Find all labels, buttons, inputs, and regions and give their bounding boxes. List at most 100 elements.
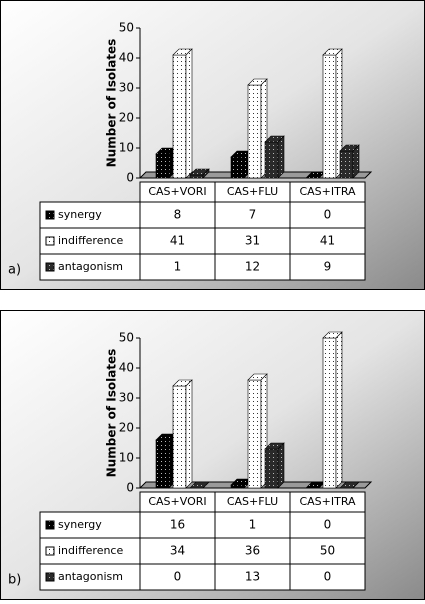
table-cell (289, 537, 366, 565)
bar-side (277, 442, 285, 489)
legend-cell (39, 227, 141, 255)
bar-front (155, 153, 170, 179)
bar (322, 48, 343, 179)
legend-cell (39, 537, 141, 565)
table-value: 0 (174, 570, 182, 584)
bar (247, 373, 268, 489)
legend-label: synergy (58, 518, 102, 531)
table-cell (139, 537, 216, 565)
table-cell (289, 253, 366, 281)
bar-front (172, 54, 187, 179)
bar-front (322, 54, 337, 179)
bar-front (155, 439, 170, 489)
bar (155, 147, 176, 179)
table-value: 0 (324, 208, 332, 222)
x-tick-label: CAS+VORI (148, 185, 206, 198)
bar-front (189, 174, 204, 179)
panel-label: b) (8, 573, 21, 588)
legend-cell (39, 201, 141, 229)
bar-front (264, 141, 279, 179)
legend-label: antagonism (58, 260, 123, 273)
bar (155, 433, 176, 489)
x-tick-label: CAS+ITRA (299, 495, 356, 508)
legend-cell (39, 563, 141, 591)
panel-label: a) (8, 263, 21, 278)
y-tick-label: 50 (119, 21, 134, 35)
x-tick-label: CAS+FLU (227, 495, 278, 508)
table-cell (289, 201, 366, 229)
table-value: 36 (245, 544, 260, 558)
bar-front (247, 84, 262, 179)
y-tick-label: 30 (119, 391, 134, 405)
table-cell (289, 563, 366, 591)
legend-swatch (45, 210, 55, 220)
bar (189, 481, 210, 489)
x-tick-label: CAS+ITRA (299, 185, 356, 198)
table-cell (214, 253, 291, 281)
bar-side (352, 481, 360, 489)
x-tick-label: CAS+VORI (148, 495, 206, 508)
table-cell (289, 227, 366, 255)
table-value: 1 (249, 518, 257, 532)
bar (189, 168, 210, 179)
table-value: 1 (174, 260, 182, 274)
bar (322, 331, 343, 489)
y-tick-label: 0 (126, 481, 134, 495)
bar (339, 144, 360, 179)
y-tick-label: 50 (119, 331, 134, 345)
table-cell (139, 253, 216, 281)
table-cell (289, 511, 366, 539)
bar (230, 150, 251, 179)
table-value: 8 (174, 208, 182, 222)
bar (247, 78, 268, 179)
table-value: 16 (170, 518, 185, 532)
table-value: 34 (170, 544, 185, 558)
bar-front (339, 150, 354, 179)
table-cell (214, 537, 291, 565)
table-value: 41 (320, 234, 335, 248)
table-value: 41 (170, 234, 185, 248)
bar (172, 48, 193, 179)
bar-side (202, 168, 210, 179)
legend-label: indifference (58, 234, 123, 247)
table-value: 0 (324, 518, 332, 532)
bar (339, 481, 360, 489)
y-axis-label: Number of Isolates (105, 39, 119, 168)
table-value: 9 (324, 260, 332, 274)
legend-label: antagonism (58, 570, 123, 583)
legend-swatch (45, 262, 55, 272)
bar-front (322, 337, 337, 489)
bar (264, 135, 285, 179)
y-tick-label: 40 (119, 51, 134, 65)
table-value: 50 (320, 544, 335, 558)
x-tick-label: CAS+FLU (227, 185, 278, 198)
bar-side (277, 135, 285, 179)
bar-side (185, 48, 193, 179)
y-tick-label: 40 (119, 361, 134, 375)
bar-side (352, 144, 360, 179)
y-tick-label: 30 (119, 81, 134, 95)
table-value: 31 (245, 234, 260, 248)
legend-swatch (45, 546, 55, 556)
legend-label: synergy (58, 208, 102, 221)
table-cell (139, 511, 216, 539)
bar (172, 379, 193, 489)
y-tick-label: 20 (119, 421, 134, 435)
bar-side (202, 481, 210, 489)
bar-front (264, 448, 279, 489)
table-value: 13 (245, 570, 260, 584)
bar-side (185, 379, 193, 489)
bar-front (230, 484, 245, 489)
table-value: 0 (324, 570, 332, 584)
table-cell (139, 563, 216, 591)
legend-label: indifference (58, 544, 123, 557)
y-axis-label: Number of Isolates (105, 349, 119, 478)
table-value: 12 (245, 260, 260, 274)
bar-front (172, 385, 187, 489)
y-tick-label: 20 (119, 111, 134, 125)
y-tick-label: 10 (119, 451, 134, 465)
table-value: 7 (249, 208, 257, 222)
bar-front (247, 379, 262, 489)
